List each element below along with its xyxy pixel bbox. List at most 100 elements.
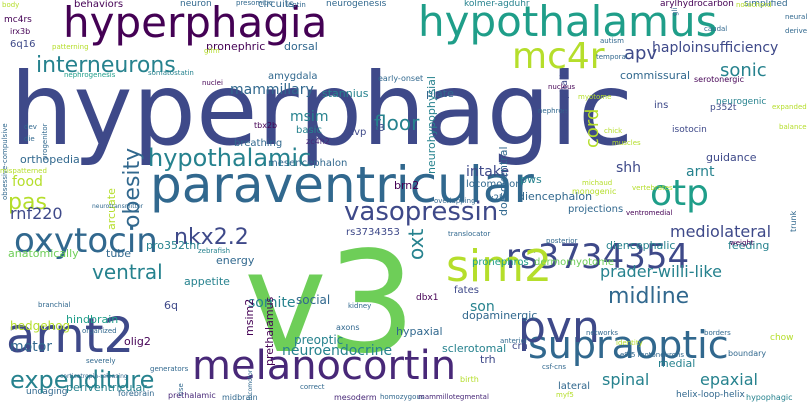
word-social: social <box>296 293 331 307</box>
word-obsessive-compulsive: obsessive-compulsive <box>1 123 9 200</box>
word-monogenic: monogenic <box>572 187 617 196</box>
word-msim2: msim2 <box>243 298 256 336</box>
word-nephron: nephron <box>538 107 568 115</box>
word-ventral: ventral <box>92 260 163 284</box>
word-nkx2-2: nkx2.2 <box>174 225 249 250</box>
word-medial: medial <box>658 357 696 370</box>
word-midline: midline <box>608 284 690 309</box>
word-dorsoventral: dorsoventral <box>497 146 510 216</box>
word-rs3734353: rs3734353 <box>346 227 400 238</box>
word-hypothalamic: hypothalamic <box>148 144 312 172</box>
word-floor: floor <box>374 111 420 135</box>
word-posterior: posterior <box>546 237 578 245</box>
word-networks: networks <box>586 329 619 337</box>
word-feeding: feeding <box>728 239 770 252</box>
word-shh: shh <box>616 160 642 176</box>
word-e9-5-motoneurons: e9.5 motoneurons <box>620 351 685 359</box>
word-projections: projections <box>568 204 624 215</box>
word-oxt: oxt <box>404 228 428 260</box>
word-myf5: myf5 <box>556 391 574 399</box>
word-rnf220: rnf220 <box>10 204 63 223</box>
word-somatostatin: somatostatin <box>148 69 194 77</box>
word-nucleus: nucleus <box>548 83 576 91</box>
word-axons: axons <box>336 323 360 332</box>
word-chick: chick <box>604 127 623 135</box>
word-pro352thr: pro352thr <box>146 239 201 252</box>
word-borders: borders <box>704 329 731 337</box>
word-motor: motor <box>10 339 53 355</box>
word-prethalamic: prethalamic <box>168 391 216 400</box>
word-appetite: appetite <box>184 275 230 288</box>
word-oxytocin: oxytocin <box>14 221 158 261</box>
word-ins: ins <box>654 100 669 111</box>
word-neuron: neuron <box>180 0 212 9</box>
word-vertebrates: vertebrates <box>632 184 673 192</box>
word-sim2: sim2 <box>446 241 553 292</box>
word-patterning: patterning <box>52 43 89 51</box>
word-stannius: stannius <box>322 87 369 100</box>
word-mammillary: mammillary <box>230 82 314 98</box>
word-sclerotomal: sclerotomal <box>442 342 507 355</box>
word-temporal: temporal <box>596 53 628 61</box>
word-guidance: guidance <box>706 151 757 164</box>
word-zc4h2: zc4h2 <box>306 137 330 146</box>
word-trunk: trunk <box>789 210 798 232</box>
word-neurohypophysial: neurohypophysial <box>425 76 438 174</box>
word-circuits: circuits <box>258 0 294 10</box>
word-isotocin: isotocin <box>672 125 707 135</box>
word-dermomyotome: dermomyotome <box>534 257 615 268</box>
word-homozygous: homozygous <box>380 393 425 401</box>
word-commissural: commissural <box>620 69 691 82</box>
word-irx3b: irx3b <box>10 27 31 36</box>
word-diencephalon: diencephalon <box>518 190 593 203</box>
word-muscles: muscles <box>612 139 641 147</box>
word-branchial: branchial <box>38 301 71 309</box>
word-neurogenesis: neurogenesis <box>326 0 387 9</box>
word-sonic: sonic <box>720 60 767 81</box>
word-midbrain: midbrain <box>222 393 258 402</box>
word-dorsal: dorsal <box>284 40 318 53</box>
word-simplified: simplified <box>744 0 788 9</box>
word-otp: otp <box>650 173 709 214</box>
word-obesity: obesity <box>120 147 145 228</box>
word-melanocortin: melanocortin <box>192 343 457 389</box>
word-hypaxial: hypaxial <box>396 325 443 338</box>
word-locomotion: locomotion <box>466 179 522 190</box>
word-orthopedia: orthopedia <box>20 153 80 166</box>
word-overlapping: overlapping <box>434 197 476 205</box>
word-food: food <box>12 174 43 190</box>
word-helix-loop-helix: helix-loop-helix <box>676 390 745 400</box>
word-myotome: myotome <box>578 93 612 101</box>
word-hedgehog: hedgehog <box>10 319 71 333</box>
word-caudal: caudal <box>704 25 728 33</box>
word-translocator: translocator <box>448 230 491 238</box>
word-tbx2b: tbx2b <box>254 121 278 130</box>
word-michaud: michaud <box>582 179 613 187</box>
word-derive: derive <box>785 27 808 35</box>
word-mc4rs: mc4rs <box>4 15 32 25</box>
word-energy: energy <box>216 254 255 267</box>
word-msim: msim <box>290 109 329 125</box>
word-body: body <box>2 1 20 9</box>
word-neuroendocrine: neuroendocrine <box>282 343 393 359</box>
word-forebrain: forebrain <box>118 389 155 398</box>
word-rs3734354: rs3734354 <box>506 237 690 277</box>
word-somite: somite <box>248 295 296 311</box>
word-nephrogenesis: nephrogenesis <box>64 71 116 79</box>
word-v2b: v2b <box>488 194 505 204</box>
word-tube: tube <box>106 247 132 260</box>
word-son: son <box>470 299 495 315</box>
word-corticotropin-releasing: corticotropin-releasing <box>60 373 128 380</box>
word-chow: chow <box>770 333 794 343</box>
word-arnt2: arnt2 <box>6 308 135 364</box>
word-pws: pws <box>520 173 542 186</box>
word-die: die <box>24 135 35 143</box>
word-early-onset: early-onset <box>378 74 424 83</box>
word-pronephros: pronephros <box>472 257 529 268</box>
word-zebrafish: zebrafish <box>198 247 231 255</box>
word-anatomically: anatomically <box>8 247 79 260</box>
word-trh: trh <box>480 353 496 366</box>
word-anterior: anterior <box>500 337 528 345</box>
word-amygdala: amygdala <box>268 71 318 82</box>
